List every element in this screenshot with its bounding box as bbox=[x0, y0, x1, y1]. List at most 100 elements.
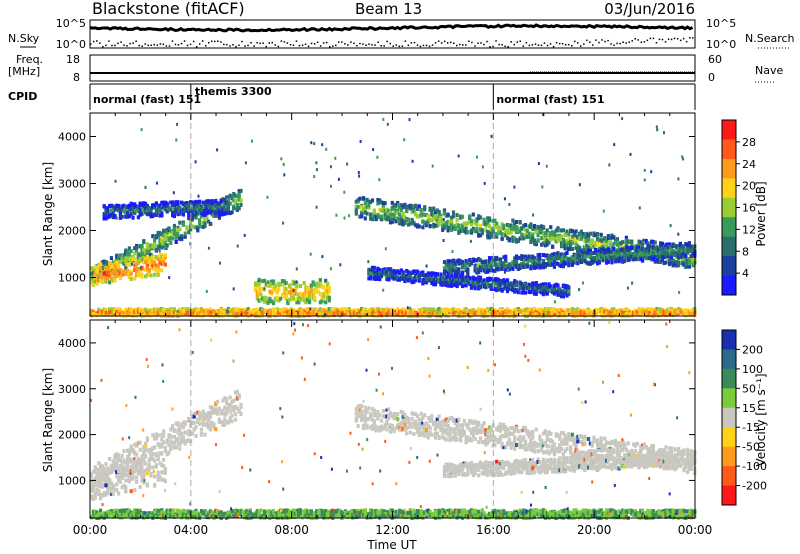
power-cell bbox=[151, 260, 155, 264]
power-cell bbox=[552, 307, 556, 312]
nsearch-point bbox=[313, 43, 316, 45]
power-cell bbox=[536, 312, 540, 316]
power-cell bbox=[174, 209, 178, 214]
power-cell bbox=[252, 309, 256, 314]
power-cell bbox=[111, 265, 115, 269]
power-cell bbox=[451, 258, 456, 263]
power-cell bbox=[484, 310, 488, 315]
power-cell bbox=[650, 240, 654, 245]
power-cell bbox=[462, 283, 466, 288]
power-cell bbox=[414, 269, 418, 274]
power-scatter bbox=[457, 154, 460, 158]
station-title: Blackstone (fitACF) bbox=[92, 0, 245, 18]
power-cell bbox=[513, 283, 517, 287]
power-cell bbox=[576, 261, 580, 266]
power-cell bbox=[410, 206, 414, 211]
power-cell bbox=[136, 215, 140, 220]
power-cell bbox=[163, 207, 167, 212]
power-cell bbox=[158, 253, 162, 258]
power-cell bbox=[455, 270, 459, 275]
power-cell bbox=[372, 208, 376, 213]
power-cell bbox=[505, 279, 510, 284]
power-cell bbox=[133, 211, 137, 216]
power-cell bbox=[138, 201, 142, 206]
power-cell bbox=[673, 308, 677, 313]
power-scatter bbox=[367, 260, 370, 264]
power-cell bbox=[347, 307, 351, 312]
power-cell bbox=[275, 295, 279, 300]
power-cell bbox=[599, 312, 603, 317]
power-cell bbox=[201, 212, 205, 217]
power-cell bbox=[396, 269, 400, 274]
power-cell bbox=[606, 234, 610, 239]
power-cell bbox=[597, 252, 601, 257]
power-cell bbox=[270, 290, 274, 295]
power-cell bbox=[547, 257, 551, 262]
power-cell bbox=[653, 311, 657, 315]
nsearch-point bbox=[577, 42, 579, 44]
power-cell bbox=[556, 308, 560, 313]
power-cell bbox=[531, 227, 535, 232]
power-cell bbox=[135, 204, 139, 209]
power-cell bbox=[507, 262, 511, 267]
power-cell bbox=[545, 228, 549, 233]
power-scatter bbox=[115, 216, 118, 220]
power-cell bbox=[682, 262, 686, 267]
power-cell bbox=[594, 240, 598, 245]
power-cell bbox=[570, 240, 574, 245]
power-scatter bbox=[295, 280, 298, 284]
power-cell bbox=[237, 206, 241, 211]
power-scatter bbox=[532, 213, 535, 217]
power-cell bbox=[518, 255, 522, 260]
nsearch-point bbox=[413, 41, 416, 44]
power-cell bbox=[379, 200, 384, 205]
power-cell bbox=[196, 211, 200, 216]
power-cell bbox=[151, 214, 155, 218]
power-cell bbox=[430, 208, 434, 213]
power-cell bbox=[268, 298, 272, 303]
power-cell bbox=[424, 273, 429, 277]
power-cell bbox=[169, 240, 173, 245]
power-cell bbox=[682, 251, 686, 256]
power-cell bbox=[669, 246, 673, 251]
power-cell bbox=[95, 313, 99, 318]
power-cell bbox=[106, 308, 110, 313]
power-cell bbox=[342, 307, 346, 312]
power-cell bbox=[97, 275, 101, 280]
power-cell bbox=[367, 271, 371, 276]
power-cell bbox=[576, 311, 580, 316]
power-cell bbox=[596, 236, 600, 241]
power-cell bbox=[162, 244, 166, 249]
velocity-cell bbox=[129, 444, 133, 449]
power-cell bbox=[374, 313, 378, 318]
velocity-cell bbox=[117, 457, 121, 462]
power-cell bbox=[583, 234, 587, 239]
power-scatter bbox=[490, 134, 493, 138]
velocity-cell bbox=[108, 457, 112, 461]
power-cell bbox=[514, 220, 519, 224]
power-scatter bbox=[263, 287, 266, 291]
power-cell bbox=[599, 250, 603, 254]
power-cell bbox=[129, 277, 133, 281]
power-cell bbox=[120, 310, 124, 315]
power-cell bbox=[644, 308, 648, 312]
power-cell bbox=[536, 307, 540, 312]
power-cell bbox=[399, 275, 403, 280]
power-cell bbox=[441, 275, 445, 280]
power-cell bbox=[509, 230, 513, 235]
power-cell bbox=[457, 276, 461, 281]
power-cell bbox=[644, 313, 648, 318]
power-cell bbox=[500, 279, 504, 284]
power-cell bbox=[450, 279, 454, 284]
power-scatter bbox=[251, 139, 253, 143]
power-cell bbox=[430, 218, 434, 223]
power-cell bbox=[538, 308, 542, 313]
power-cell bbox=[637, 248, 641, 253]
power-cell bbox=[127, 312, 131, 317]
power-cell bbox=[545, 262, 549, 267]
power-cell bbox=[478, 225, 483, 230]
nsearch-point bbox=[111, 44, 113, 47]
power-cell bbox=[590, 243, 594, 248]
nsearch-point bbox=[410, 42, 413, 44]
power-cell bbox=[650, 307, 654, 312]
